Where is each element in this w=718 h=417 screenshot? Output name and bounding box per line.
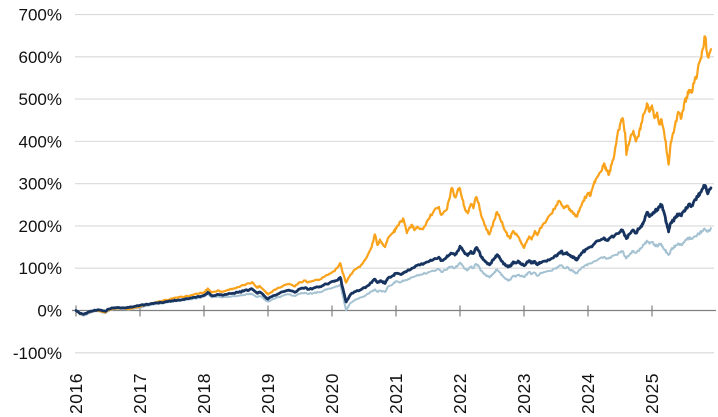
- x-tick-label-2021: 2021: [386, 373, 406, 414]
- y-tick-label--100: -100%: [13, 344, 62, 363]
- x-tick-label-2016: 2016: [66, 373, 86, 414]
- x-axis-year-labels: 2016 2017 2018 2019 2020 2021 2022 2023 2024 2025: [66, 373, 662, 414]
- y-tick-label-400: 400%: [19, 132, 62, 151]
- x-tick-label-2020: 2020: [322, 373, 342, 414]
- x-tick-label-2018: 2018: [194, 373, 214, 414]
- series-line-orange: [74, 35, 713, 316]
- x-tick-label-2024: 2024: [578, 373, 598, 414]
- x-tick-label-2023: 2023: [514, 373, 534, 414]
- y-tick-label-700: 700%: [19, 6, 62, 25]
- y-tick-label-0: 0%: [37, 302, 62, 321]
- x-tick-label-2019: 2019: [258, 373, 278, 414]
- y-tick-label-100: 100%: [19, 259, 62, 278]
- x-tick-label-2025: 2025: [642, 373, 662, 414]
- y-axis-tick-labels: -100% 0% 100% 200% 300% 400% 500% 600% 700%: [13, 6, 62, 363]
- data-series-lines: [74, 35, 713, 317]
- x-axis-line-and-ticks: [72, 305, 716, 317]
- x-tick-label-2022: 2022: [450, 373, 470, 414]
- y-tick-label-500: 500%: [19, 90, 62, 109]
- horizontal-gridlines: [75, 13, 714, 354]
- y-tick-label-600: 600%: [19, 48, 62, 67]
- series-line-light_blue: [75, 227, 712, 317]
- y-tick-label-200: 200%: [19, 217, 62, 236]
- y-tick-label-300: 300%: [19, 175, 62, 194]
- series-line-dark_navy: [74, 183, 713, 316]
- x-tick-label-2017: 2017: [130, 373, 150, 414]
